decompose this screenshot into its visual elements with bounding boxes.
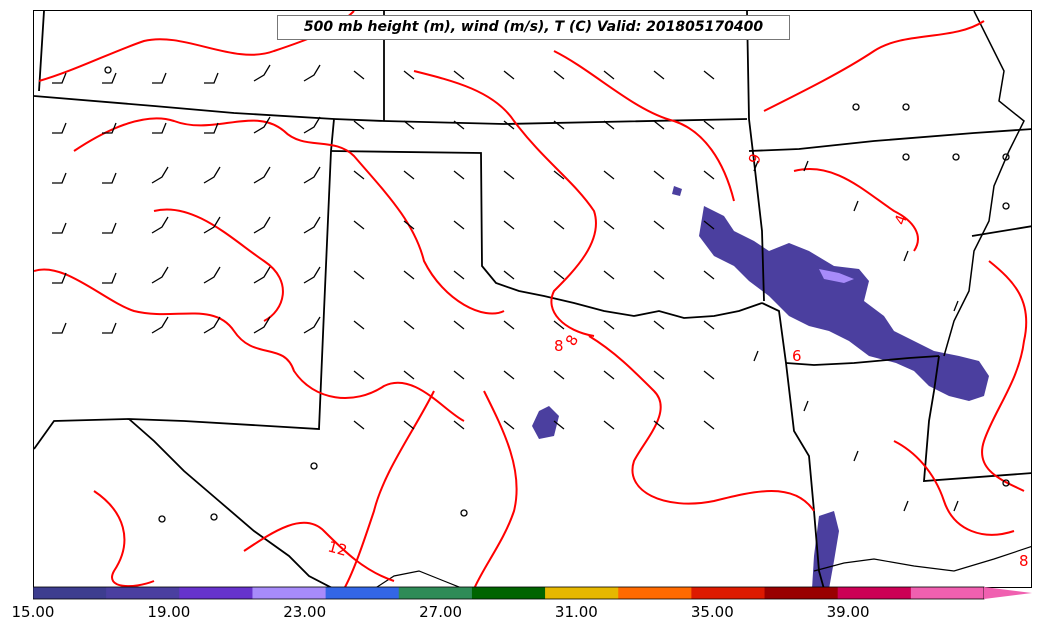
colorbar-swatch [252,587,327,599]
colorbar-swatch [106,587,180,599]
contour-label: 8 [554,337,564,355]
colorbar-tick-label: 15.00 [11,603,55,621]
contour-label: 9 [745,151,765,166]
colorbar-swatch [545,587,619,599]
colorbar-tick-label: 35.00 [690,603,734,621]
colorbar-swatch [837,587,912,599]
colorbar-tick-label: 19.00 [147,603,191,621]
precip-core-light [819,269,854,283]
colorbar-tick-label: 39.00 [826,603,870,621]
wind-barbs [52,64,959,512]
contour-label: 12 [326,537,349,559]
calm-circles [104,66,1010,523]
colorbar-tick-label: 31.00 [554,603,598,621]
colorbar-swatch [33,587,107,599]
colorbar-tick-label: 23.00 [283,603,327,621]
contour-label: 8 [562,332,582,349]
colorbar-swatch [325,587,400,599]
colorbar-swatch [471,587,546,599]
state-boundaries [34,11,1031,587]
coastline [375,546,1031,587]
colorbar-extend-arrow [984,587,1032,599]
river-border [943,11,1025,357]
colorbar-tick-label: 27.00 [419,603,463,621]
map-canvas: 9 8 8 6 4 12 8 [34,11,1031,587]
temperature-contours [34,11,1028,587]
colorbar-swatch [910,587,985,599]
colorbar [33,586,1032,600]
precip-regions [532,186,989,587]
contour-label: 6 [792,347,802,365]
plot-title: 500 mb height (m), wind (m/s), T (C) Val… [277,15,790,40]
colorbar-swatches [33,586,985,600]
contour-label: 8 [1019,552,1029,570]
contour-labels: 9 8 8 6 4 12 8 [326,151,1029,570]
colorbar-swatch [179,587,253,599]
map-panel: 9 8 8 6 4 12 8 [33,10,1032,588]
colorbar-swatch [691,587,766,599]
colorbar-swatch [398,587,473,599]
colorbar-swatch [764,587,839,599]
colorbar-swatch [618,587,692,599]
